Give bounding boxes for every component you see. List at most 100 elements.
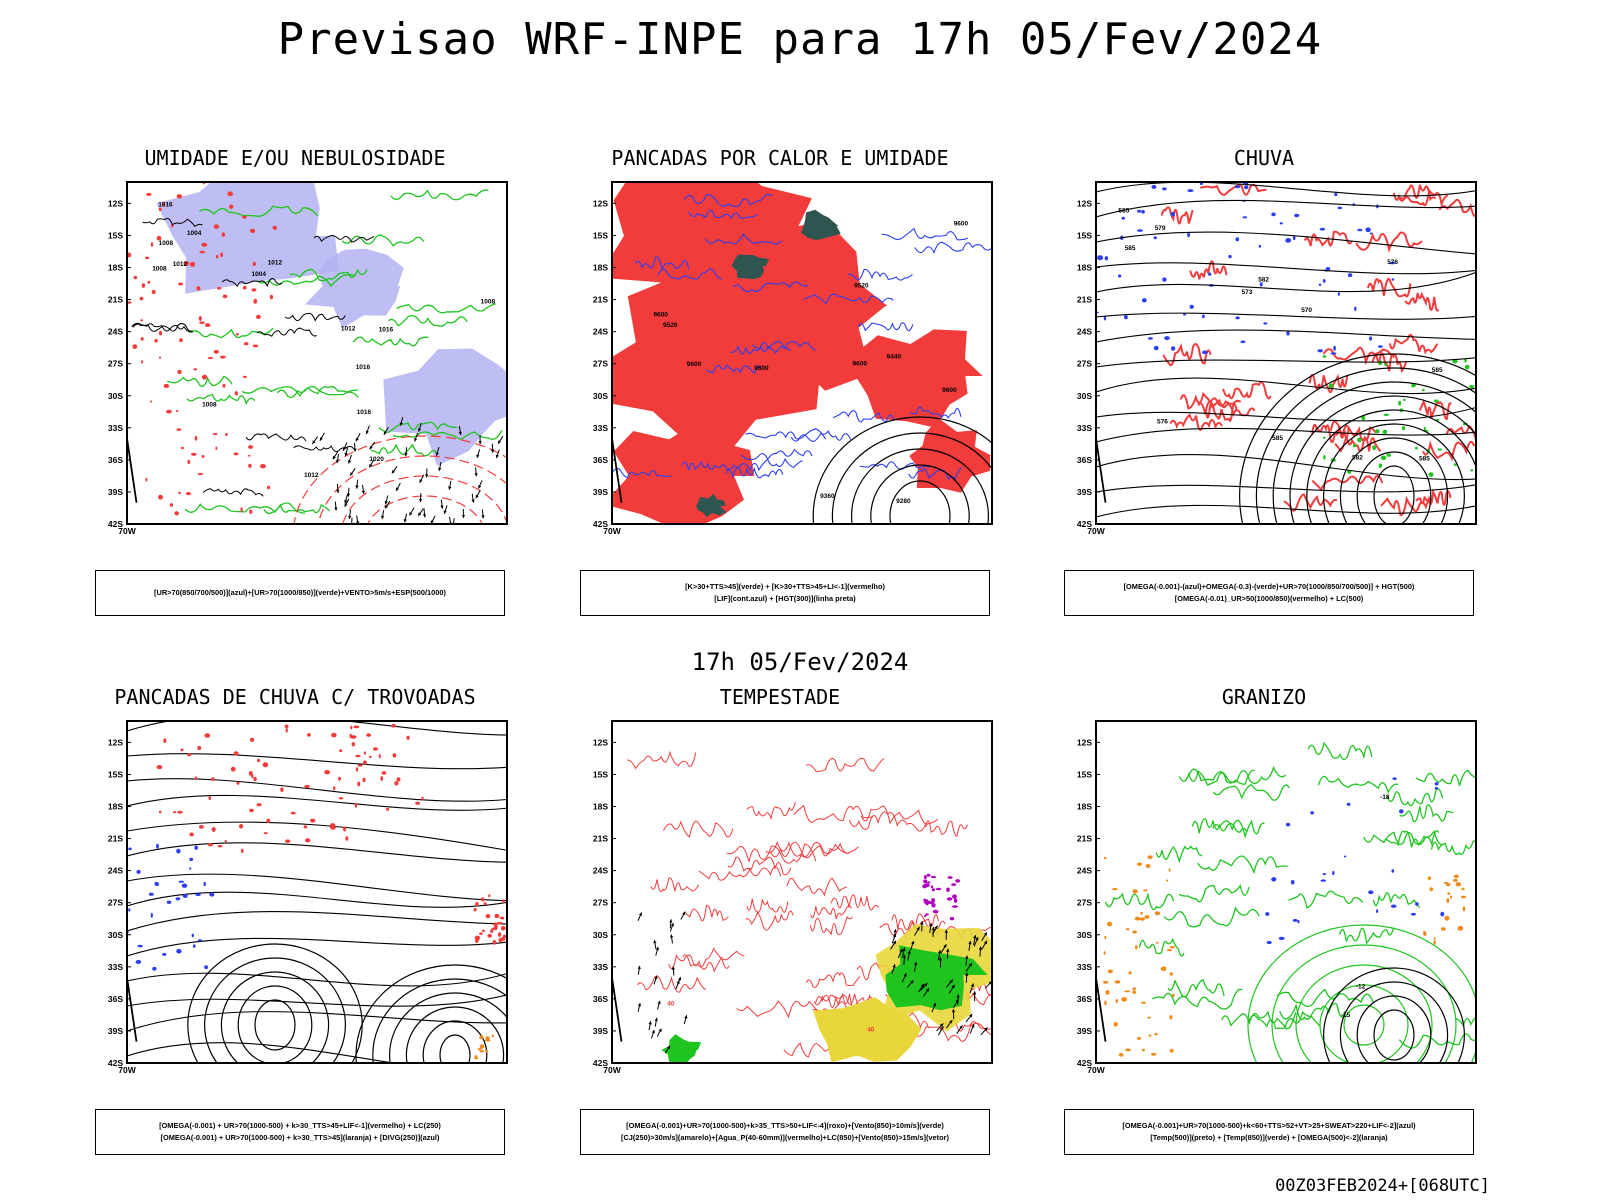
legend-line: [OMEGA(-0.001)+UR>70(1000-500)+k>35_TTS>… (626, 1121, 944, 1130)
thunderstorm-area (233, 751, 239, 756)
political-border (95, 289, 108, 310)
map-content: -12 -15 -18 (1096, 741, 1476, 1063)
hail-area (1290, 880, 1295, 885)
red-contour (269, 294, 273, 300)
red-contour (127, 301, 132, 304)
lat-label: 24S (1077, 866, 1092, 876)
instability-area (477, 1048, 482, 1051)
contour-label: 582 (1258, 277, 1269, 284)
map-frame (126, 181, 508, 525)
omega-area (1135, 945, 1138, 950)
omega-area (1378, 463, 1382, 468)
red-contour (140, 337, 144, 341)
contour-label: 576 (1157, 418, 1168, 425)
wind-arrow (319, 437, 323, 441)
red-contour (199, 321, 205, 324)
thunderstorm-area (280, 787, 284, 793)
red-contour (248, 445, 254, 449)
divergence-area (148, 892, 154, 896)
red-contour (196, 286, 201, 291)
precip-water-contour (727, 856, 792, 876)
red-contour (140, 319, 144, 322)
red-contour (201, 242, 208, 247)
axis-labels: 12S15S18S21S24S27S30S33S36S39S42S70W65W6… (108, 737, 137, 1075)
temp850-contour (1455, 1015, 1476, 1028)
omega-area (1153, 236, 1157, 240)
wind-vector (965, 955, 969, 959)
panel-umidade: UMIDADE E/OU NEBULOSIDADE 1012 1012 1016 10… (75, 146, 515, 626)
thunderstorm-area (502, 899, 505, 904)
hail-area (1310, 811, 1314, 815)
thunderstorm-area (496, 921, 503, 925)
wind-arrow (403, 519, 407, 523)
storm-area (951, 883, 957, 886)
red-contour (253, 298, 258, 304)
lat-label: 42S (108, 519, 123, 529)
contour-label: 576 (1387, 259, 1398, 266)
panel-legend: [OMEGA(-0.001)-(azul)+OMEGA(-0.3)-(verde… (1064, 570, 1474, 616)
streamline (127, 842, 507, 863)
wind-vector (926, 988, 930, 992)
wind-vector (916, 927, 920, 931)
hail-area (1285, 822, 1291, 827)
wind-arrow (336, 489, 340, 493)
convection-area (855, 329, 983, 428)
green-contour (276, 385, 359, 399)
thunderstorm-area (204, 733, 211, 738)
omega-area (1234, 185, 1241, 189)
lif-contour (790, 430, 852, 443)
map-content (127, 721, 507, 1063)
lif-contour (859, 461, 931, 470)
red-contour (158, 207, 162, 212)
thunderstorm-area (497, 932, 502, 937)
divergence-area (209, 892, 215, 897)
hail-area (1278, 936, 1285, 940)
thunderstorm-area (256, 803, 262, 807)
omega-area (1187, 232, 1190, 238)
precip-water-contour (805, 972, 861, 988)
rain-area (1283, 493, 1338, 512)
omega-area (1183, 313, 1186, 316)
hail-area (1440, 911, 1445, 917)
thunderstorm-area (241, 848, 244, 854)
lat-label: 33S (593, 962, 608, 972)
precip-water-contour (746, 801, 796, 821)
panel-legend: [K>30+TTS>45](verde) + [K>30+TTS>45+LI<-… (580, 570, 990, 616)
map-content: 9600 9600 9600 9600 9600 9600 9520 9440 9360 9280… (612, 182, 992, 524)
omega-area (1444, 915, 1450, 921)
omega-area (1113, 1021, 1118, 1027)
temp850-contour (1155, 845, 1203, 864)
precip-water-contour (650, 877, 700, 893)
red-contour (178, 491, 181, 494)
temp850-contour (1152, 988, 1243, 1010)
wind-vector (910, 980, 914, 984)
storm-area (947, 876, 953, 879)
divergence-area (128, 908, 131, 912)
omega-area (1153, 345, 1159, 351)
red-contour (194, 435, 198, 441)
wind-vector (651, 1030, 655, 1034)
omega-area (1423, 930, 1427, 936)
streamline (127, 911, 507, 932)
streamline (439, 1034, 471, 1063)
lat-label: 24S (593, 866, 608, 876)
omega-area (1259, 282, 1263, 287)
height-contour (851, 448, 989, 524)
rain-area (1371, 352, 1408, 373)
divergence-area (175, 897, 181, 901)
humid-area (156, 182, 339, 294)
thunderstorm-area (345, 836, 349, 841)
red-contour (145, 477, 148, 482)
wind-vector (975, 937, 979, 941)
omega-area (1357, 437, 1362, 443)
omega-area (1271, 212, 1276, 217)
green-contour (241, 385, 358, 397)
omega-area (1457, 925, 1464, 931)
wind-vector (951, 984, 955, 989)
omega-area (1235, 316, 1240, 320)
red-contour (132, 344, 138, 349)
thunderstorm-area (194, 776, 198, 781)
omega-area (1107, 969, 1113, 974)
height-contour (1096, 377, 1476, 395)
wind-arrow (495, 454, 499, 459)
